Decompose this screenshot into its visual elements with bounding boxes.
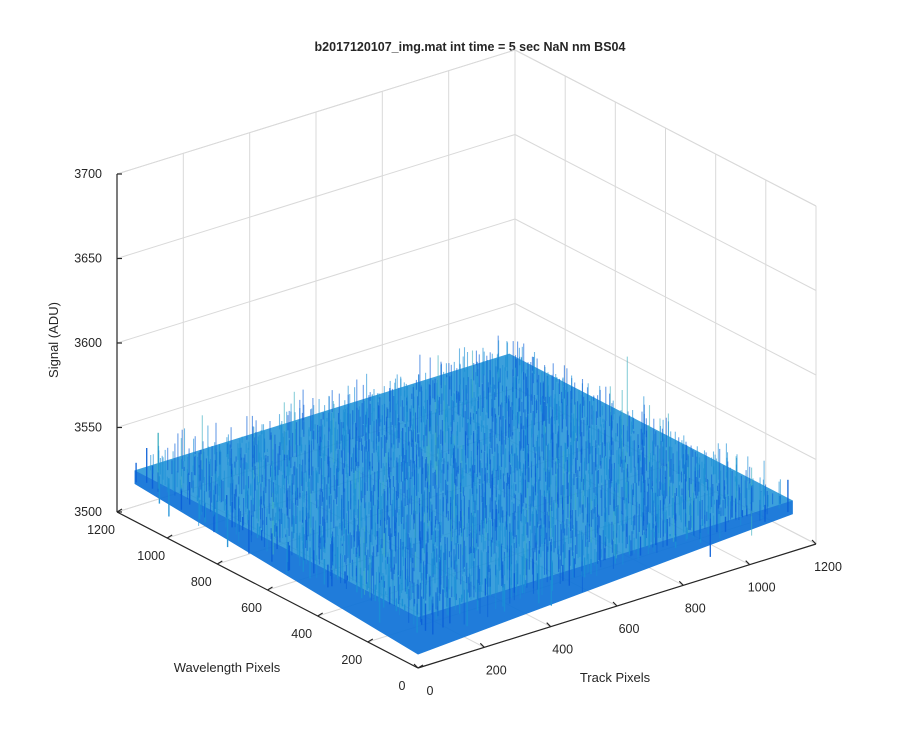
side-wall-grid-z [514,218,817,376]
side-wall-grid-z [514,134,817,291]
side-wall-grid-z [514,303,817,460]
x-tick-label: 1200 [814,560,842,574]
y-tick [367,638,374,643]
y-tick-label: 400 [291,627,312,641]
x-tick [745,560,751,566]
box-edge [514,49,817,207]
y-tick-label: 600 [241,601,262,615]
x-tick [811,539,817,545]
y-tick-label: 1200 [87,523,115,537]
surface-plot [134,335,793,655]
x-tick-label: 200 [486,663,507,677]
y-tick-label: 1000 [137,549,165,563]
y-axis-label: Wavelength Pixels [174,660,281,675]
z-axis-label: Signal (ADU) [46,302,61,378]
y-tick-label: 200 [341,653,362,667]
z-tick-label: 3600 [74,336,102,350]
y-tick [216,560,223,565]
x-tick-label: 1000 [748,581,776,595]
back-wall-grid-z [116,134,516,259]
x-tick-label: 600 [619,622,640,636]
x-tick-label: 400 [552,643,573,657]
x-tick [612,601,618,607]
back-wall-grid-z [116,218,516,344]
y-tick [267,586,273,591]
z-tick-label: 3700 [74,167,102,181]
z-tick-label: 3650 [74,252,102,266]
y-tick-label: 800 [191,575,212,589]
z-tick-label: 3500 [74,505,102,519]
x-axis-label: Track Pixels [580,670,651,685]
box-edge [116,49,516,175]
axes [116,173,817,669]
x-tick [678,580,684,586]
x-tick [479,642,485,648]
x-tick [413,663,419,669]
y-tick [166,534,173,539]
back-wall-grid-z [116,303,516,428]
z-tick-label: 3550 [74,421,102,435]
tick-labels: 0 200 400 600 800 1000 1200 0 200 400 600 800 1000 12… [74,167,842,698]
x-tick-label: 0 [427,684,434,698]
chart-title: b2017120107_img.mat int time = 5 sec NaN… [315,40,626,54]
x-tick [546,622,552,628]
x-tick-label: 800 [685,601,706,615]
y-tick [417,664,424,669]
y-tick-label: 0 [399,679,406,693]
y-tick [317,612,324,617]
